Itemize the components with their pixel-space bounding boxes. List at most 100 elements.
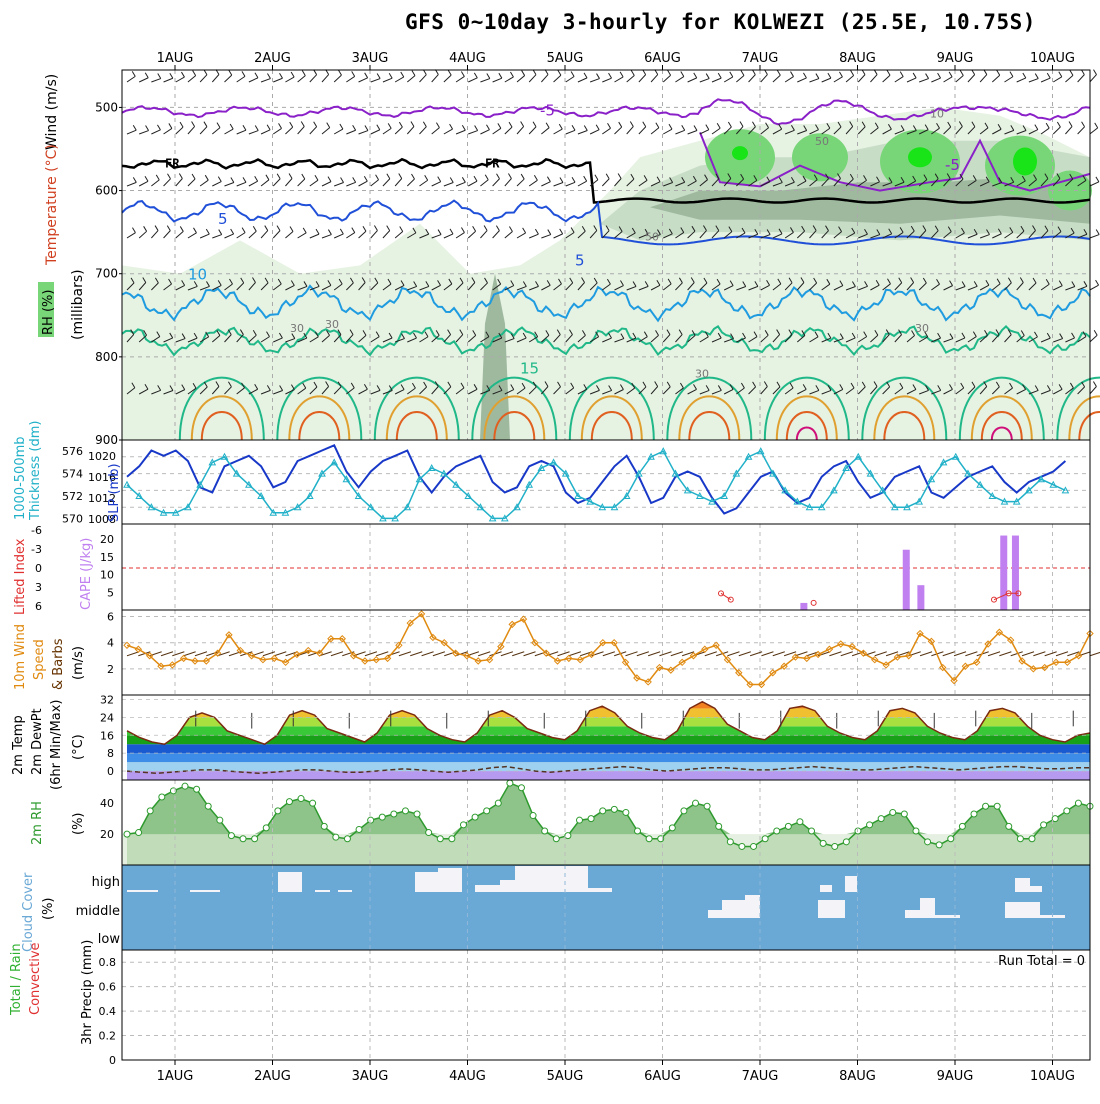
temp-loop-9-2 bbox=[1078, 411, 1100, 441]
wind-barb-flag bbox=[412, 227, 417, 234]
wind10m-point bbox=[508, 620, 516, 629]
wind-barb bbox=[151, 282, 159, 291]
wind-barb-flag bbox=[655, 330, 659, 336]
wind-barb bbox=[1028, 336, 1038, 343]
wind-barb-flag bbox=[959, 70, 964, 76]
rh2m-point bbox=[355, 825, 363, 833]
wind-barb bbox=[979, 386, 988, 395]
wind-barb bbox=[565, 334, 573, 343]
wind-barb bbox=[504, 338, 515, 343]
precip-tick: 0.8 bbox=[99, 956, 117, 969]
wind10m-barb bbox=[512, 651, 525, 657]
slp-label-slp: SLP (mb) bbox=[107, 463, 122, 522]
slp-label-thickness: Thickness (dm) bbox=[28, 421, 43, 521]
rh2m-point bbox=[715, 822, 723, 830]
wind-barb bbox=[638, 336, 648, 343]
wind-barb-flag bbox=[449, 228, 454, 235]
wind10m-point bbox=[1052, 658, 1060, 667]
wind10m-barb bbox=[432, 651, 446, 657]
wind10m-barb bbox=[670, 651, 683, 657]
wind-barb bbox=[833, 388, 843, 395]
wind10m-barb bbox=[681, 651, 695, 657]
wind-barb-flag bbox=[644, 281, 649, 287]
wind-barb bbox=[480, 179, 489, 187]
wind10m-label-2: Speed bbox=[32, 639, 47, 680]
wind-barb-flag bbox=[814, 331, 819, 338]
wind10m-point bbox=[882, 661, 890, 669]
rh2m-point bbox=[251, 835, 259, 843]
wind-barb bbox=[809, 389, 820, 395]
wind-barb-flag bbox=[972, 331, 977, 337]
wind-barb bbox=[870, 127, 879, 135]
wind-barb-flag bbox=[520, 173, 525, 180]
wind-barb bbox=[358, 230, 367, 239]
wind-barb-flag bbox=[386, 225, 391, 231]
wind-barb-flag bbox=[608, 332, 612, 339]
cloud-high-block bbox=[475, 885, 500, 892]
wind-barb bbox=[796, 230, 805, 239]
rh2m-point bbox=[808, 827, 816, 835]
temp2m-tick: 8 bbox=[107, 747, 114, 760]
wind-barb bbox=[1016, 130, 1027, 135]
wind-barb-flag bbox=[496, 173, 500, 180]
rh2m-point bbox=[552, 835, 560, 843]
wind-barb-flag bbox=[411, 70, 416, 76]
wind-barb-flag bbox=[910, 225, 915, 232]
wind-barb-flag bbox=[1009, 71, 1014, 77]
wind-barb-flag bbox=[327, 176, 332, 182]
cape-tick: 15 bbox=[100, 551, 114, 564]
wind10m-point bbox=[553, 657, 562, 665]
wind-barb-flag bbox=[522, 227, 527, 234]
wind-barb-flag bbox=[545, 330, 550, 336]
wind-barb-flag bbox=[813, 277, 818, 284]
wind-barb bbox=[346, 282, 354, 291]
cloud-high-block bbox=[845, 876, 857, 892]
wind-barb bbox=[260, 179, 270, 187]
wind-barb bbox=[723, 389, 734, 395]
wind-barb-flag bbox=[289, 226, 294, 232]
wind-barb bbox=[772, 182, 783, 187]
wind-barb bbox=[918, 282, 927, 291]
rh2m-point bbox=[889, 808, 897, 816]
wind-barb bbox=[309, 386, 318, 395]
wind-barb bbox=[931, 389, 941, 395]
wind-barb-flag bbox=[473, 175, 478, 182]
wind-barb-flag bbox=[510, 384, 515, 390]
wind10m-point bbox=[202, 657, 211, 665]
wind-barb-flag bbox=[314, 331, 319, 338]
rh2m-point bbox=[610, 805, 618, 813]
wind-barb-flag bbox=[556, 329, 561, 335]
rh2m-point bbox=[297, 795, 305, 803]
rh2m-point bbox=[448, 835, 456, 843]
rh-patch-bright-0 bbox=[732, 146, 748, 161]
wind-barb-flag bbox=[839, 384, 844, 390]
wind10m-point bbox=[803, 654, 811, 663]
wind-barb bbox=[1077, 285, 1088, 291]
wind-barb-flag bbox=[986, 229, 990, 235]
rh2m-point bbox=[947, 835, 955, 843]
wind-barb-flag bbox=[413, 332, 417, 339]
wind-barb-flag bbox=[936, 278, 940, 285]
wind-barb-flag bbox=[632, 281, 637, 287]
wind-barb bbox=[138, 282, 147, 291]
wind-barb-flag bbox=[668, 228, 673, 235]
wind-barb bbox=[358, 282, 366, 291]
wind-barb-flag bbox=[327, 280, 332, 286]
thickness-point bbox=[976, 480, 984, 488]
wind10m-barb bbox=[602, 651, 615, 657]
wind-barb bbox=[601, 230, 610, 239]
wind-barb bbox=[455, 334, 464, 343]
wind-barb bbox=[589, 282, 598, 291]
wind-barb-flag bbox=[242, 177, 247, 183]
thickness-point bbox=[622, 491, 631, 499]
wind-barb-flag bbox=[656, 176, 661, 182]
wind-barb-flag bbox=[132, 177, 137, 183]
wind-barb-flag bbox=[302, 227, 307, 234]
wind-barb bbox=[419, 233, 429, 239]
wind-barb bbox=[370, 282, 379, 291]
wind-barb-flag bbox=[217, 280, 222, 286]
wind10m-point bbox=[1029, 665, 1038, 673]
wind-barb-flag bbox=[861, 381, 866, 388]
wind10m-point bbox=[361, 657, 369, 665]
wind-barb-flag bbox=[1068, 121, 1073, 127]
